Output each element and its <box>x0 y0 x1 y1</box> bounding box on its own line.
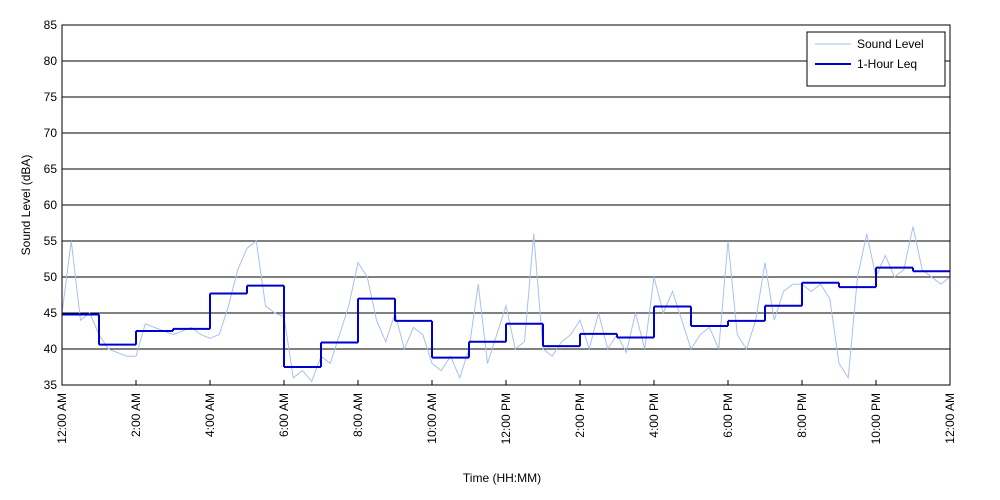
legend-label: Sound Level <box>857 37 924 51</box>
x-tick-label: 2:00 AM <box>129 393 143 437</box>
y-tick-label: 35 <box>44 378 58 392</box>
legend-box <box>806 31 946 87</box>
y-tick-label: 70 <box>44 126 58 140</box>
x-tick-label: 6:00 AM <box>277 393 291 437</box>
y-tick-label: 60 <box>44 198 58 212</box>
x-tick-label: 10:00 AM <box>425 393 439 444</box>
x-tick-label: 4:00 PM <box>647 393 661 438</box>
y-axis-label: Sound Level (dBA) <box>19 155 33 256</box>
plot-lines <box>62 226 950 383</box>
x-tick-label: 10:00 PM <box>869 393 883 444</box>
x-axis-label: Time (HH:MM) <box>463 471 541 485</box>
y-tick-label: 45 <box>44 306 58 320</box>
plot-border <box>61 24 951 386</box>
x-tick-label: 8:00 PM <box>795 393 809 438</box>
x-tick-label: 8:00 AM <box>351 393 365 437</box>
y-tick-label: 40 <box>44 342 58 356</box>
y-tick-label: 85 <box>44 18 58 32</box>
y-tick-label: 65 <box>44 162 58 176</box>
x-tick-label: 2:00 PM <box>573 393 587 438</box>
legend-label: 1-Hour Leq <box>857 57 917 71</box>
x-tick-label: 6:00 PM <box>721 393 735 438</box>
y-tick-label: 55 <box>44 234 58 248</box>
x-tick-label: 12:00 AM <box>943 393 957 444</box>
y-tick-label: 75 <box>44 90 58 104</box>
x-tick-label: 12:00 PM <box>499 393 513 444</box>
y-tick-label: 80 <box>44 54 58 68</box>
y-tick-label: 50 <box>44 270 58 284</box>
x-tick-label: 4:00 AM <box>203 393 217 437</box>
x-tick-label: 12:00 AM <box>55 393 69 444</box>
